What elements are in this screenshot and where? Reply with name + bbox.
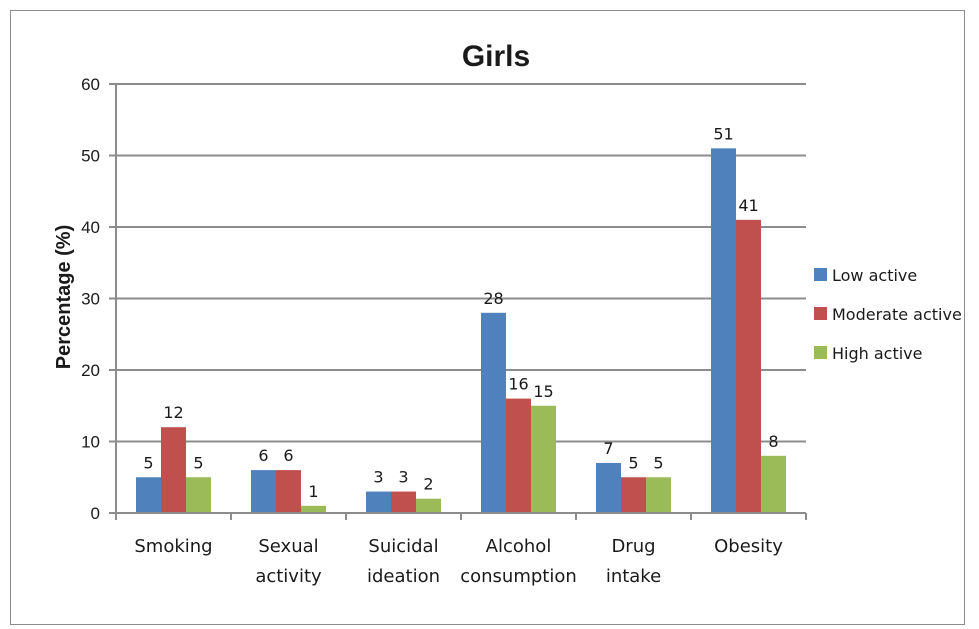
x-tick-label: Sexual [258, 536, 318, 557]
x-tick-label: intake [606, 566, 661, 587]
y-tick-label: 50 [81, 147, 100, 166]
data-label: 5 [193, 453, 203, 472]
data-label: 6 [283, 446, 293, 465]
bar [761, 455, 786, 513]
data-label: 2 [423, 475, 433, 494]
bar [711, 148, 736, 513]
bar [531, 405, 556, 513]
data-label: 5 [653, 453, 663, 472]
x-tick-label: Drug [611, 536, 655, 557]
data-label: 5 [143, 453, 153, 472]
legend-swatch [814, 307, 827, 320]
data-label: 7 [603, 439, 613, 458]
x-tick-label: Obesity [714, 536, 783, 557]
x-tick-label: Suicidal [368, 536, 438, 557]
y-tick-label: 40 [81, 218, 100, 237]
y-axis-ticks: 0 10 20 30 40 50 60 [81, 75, 100, 523]
bar [276, 470, 301, 513]
legend: Low active Moderate active High active [814, 266, 962, 363]
data-label: 3 [373, 468, 383, 487]
data-label: 12 [163, 403, 183, 422]
legend-swatch [814, 268, 827, 281]
data-label: 1 [308, 482, 318, 501]
x-tick-label: activity [255, 566, 322, 587]
y-tick-label: 20 [81, 361, 100, 380]
bar [621, 477, 646, 513]
bar [736, 219, 761, 513]
data-label: 15 [533, 382, 553, 401]
bar [366, 491, 391, 513]
legend-swatch [814, 346, 827, 359]
y-tick-label: 0 [91, 504, 100, 523]
data-label: 41 [738, 196, 758, 215]
bars [136, 148, 786, 513]
x-tick-label: Alcohol [486, 536, 552, 557]
bar [186, 477, 211, 513]
bar [481, 312, 506, 513]
legend-label: High active [832, 344, 923, 363]
y-tick-label: 10 [81, 433, 100, 452]
bar [251, 470, 276, 513]
x-tick-label: ideation [367, 566, 440, 587]
y-tick-label: 30 [81, 290, 100, 309]
bar [161, 427, 186, 513]
bar [391, 491, 416, 513]
bar [596, 462, 621, 513]
y-axis-label: Percentage (%) [53, 225, 75, 370]
bar [301, 505, 326, 513]
x-tick-label: Smoking [134, 536, 212, 557]
x-axis-categories: Smoking Sexual activity Suicidal ideation Alc… [134, 536, 783, 587]
data-label: 28 [483, 289, 503, 308]
bar [136, 477, 161, 513]
legend-label: Low active [832, 266, 917, 285]
bar [506, 398, 531, 513]
bar [646, 477, 671, 513]
data-label: 51 [713, 124, 733, 143]
gridlines [116, 83, 806, 443]
chart-title: Girls [462, 40, 530, 73]
data-label: 5 [628, 453, 638, 472]
axes [109, 83, 807, 520]
legend-label: Moderate active [832, 305, 962, 324]
y-tick-label: 60 [81, 75, 100, 94]
data-label: 6 [258, 446, 268, 465]
x-tick-label: consumption [460, 566, 577, 587]
bar [416, 498, 441, 513]
data-label: 8 [768, 432, 778, 451]
data-label: 3 [398, 468, 408, 487]
data-label: 16 [508, 375, 528, 394]
